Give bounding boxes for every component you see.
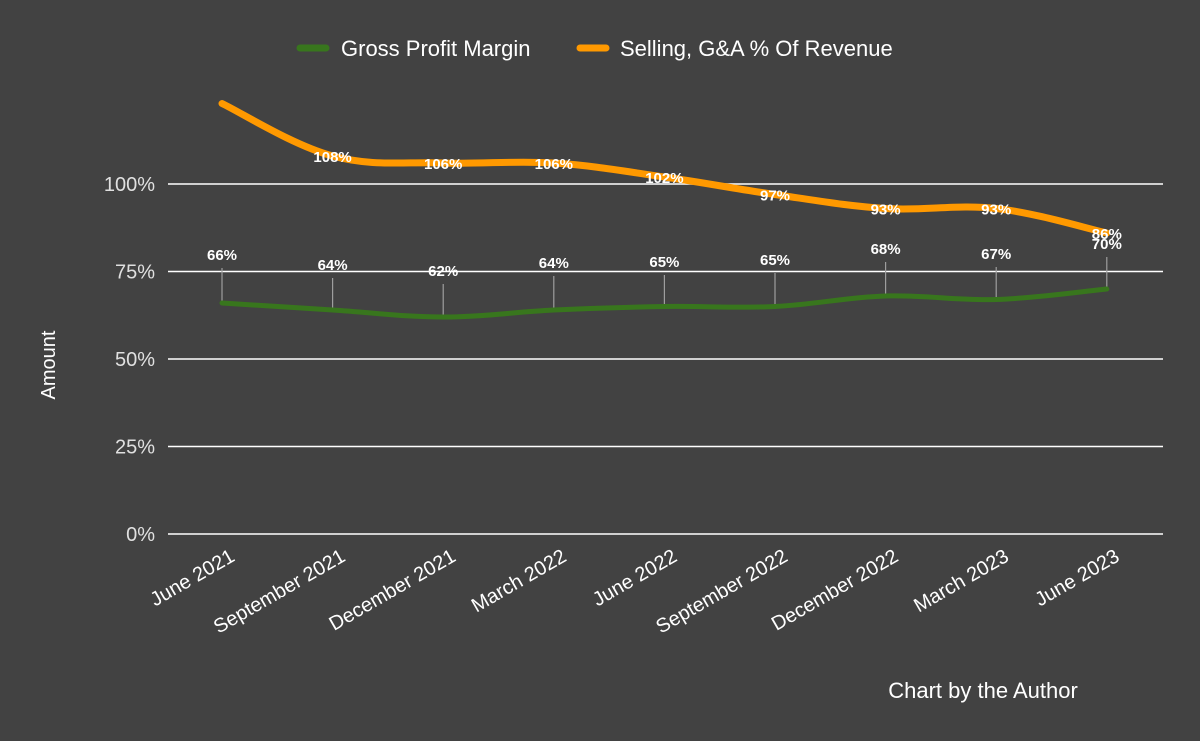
sga-percent-revenue-line [218,100,1111,237]
data-label-sga: 93% [871,202,901,219]
x-tick-label: June 2021 [147,545,239,611]
data-label-gross-margin: 64% [318,257,348,274]
y-tick-label: 75% [115,262,155,284]
legend: Gross Profit Margin Selling, G&A % Of Rev… [296,36,893,61]
data-label-gross-margin: 67% [981,246,1011,263]
data-label-gross-margin: 62% [428,263,458,280]
data-label-sga: 106% [424,156,462,173]
data-label-sga: 86% [1092,226,1122,243]
data-label-gross-margin: 68% [871,241,901,258]
data-label-gross-margin: 64% [539,255,569,272]
y-tick-label: 100% [104,174,155,196]
data-label-gross-margin: 66% [207,247,237,264]
data-label-gross-margin: 65% [649,254,679,271]
legend-label: Selling, G&A % Of Revenue [620,36,893,61]
x-tick-label: June 2023 [1031,545,1123,611]
y-tick-label: 50% [115,349,155,371]
series-lines [218,100,1111,320]
data-label-sga: 102% [645,170,683,187]
gridlines [168,183,1163,535]
data-labels: 66% 64% 62% 64% 65% 65% 68% 67% 70% 108% 106% 106% 1… [207,149,1122,280]
y-axis-ticks: 0% 25% 50% 75% 100% [104,174,155,546]
data-label-sga: 93% [981,202,1011,219]
data-label-gross-margin: 70% [1092,236,1122,253]
legend-label: Gross Profit Margin [341,36,531,61]
x-tick-label: March 2022 [468,545,570,617]
data-label-gross-margin: 65% [760,252,790,269]
y-tick-label: 0% [126,524,155,546]
gross-profit-margin-line [219,286,1110,320]
x-tick-label: March 2023 [910,545,1012,617]
x-tick-label: June 2022 [589,545,681,611]
y-axis-label: Amount [38,330,60,399]
data-label-sga: 108% [313,149,351,166]
y-tick-label: 25% [115,437,155,459]
chart-credit: Chart by the Author [888,678,1078,703]
data-droplines [221,257,1108,317]
data-label-sga: 106% [535,156,573,173]
data-label-sga: 97% [760,188,790,205]
